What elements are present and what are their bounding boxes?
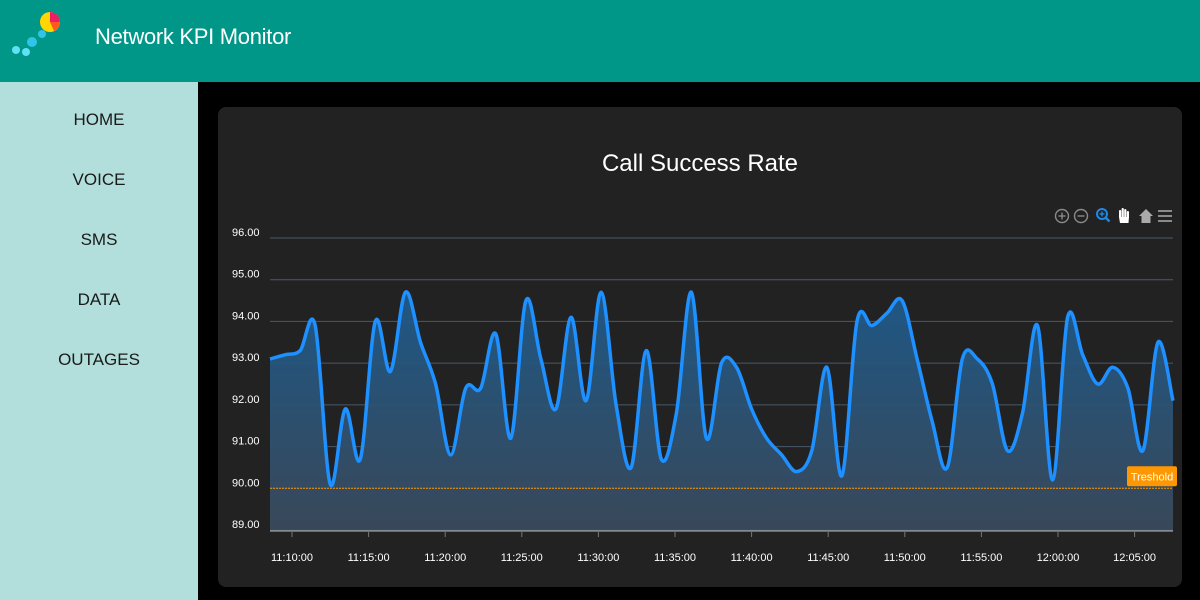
threshold-layer: Treshold [270, 466, 1177, 489]
x-tick-label: 11:10:00 [271, 552, 313, 564]
pan-hand-icon[interactable] [1119, 208, 1129, 223]
app-logo-icon [12, 12, 60, 56]
x-tick-label: 11:50:00 [884, 552, 926, 564]
x-axis: 11:10:00 11:15:00 11:20:00 11:25:00 11:30:00… [270, 530, 1173, 564]
threshold-label: Treshold [1131, 471, 1173, 483]
chart-panel: Call Success Rate [218, 107, 1182, 587]
x-tick-label: 11:15:00 [348, 552, 390, 564]
y-tick-label: 96.00 [232, 227, 260, 239]
nav-outages[interactable]: OUTAGES [58, 350, 140, 369]
y-tick-label: 93.00 [232, 352, 260, 364]
header-bar: Network KPI Monitor [0, 0, 1200, 82]
x-tick-label: 11:20:00 [424, 552, 466, 564]
zoom-in-icon[interactable] [1054, 208, 1070, 224]
x-tick-label: 11:55:00 [960, 552, 1002, 564]
threshold-label-box [1127, 466, 1177, 487]
x-tick-label: 11:45:00 [807, 552, 849, 564]
x-tick-label: 11:35:00 [654, 552, 696, 564]
nav-home[interactable]: HOME [73, 110, 125, 129]
y-tick-label: 91.00 [232, 436, 260, 448]
y-tick-label: 94.00 [232, 310, 260, 322]
y-tick-label: 92.00 [232, 394, 260, 406]
zoom-out-icon[interactable] [1073, 208, 1089, 224]
chart-title: Call Success Rate [602, 150, 798, 177]
nav-sms[interactable]: SMS [80, 230, 118, 249]
x-tick-label: 12:00:00 [1037, 552, 1080, 564]
menu-icon[interactable] [1158, 210, 1172, 222]
chart-toolbar [1054, 208, 1172, 224]
nav-voice[interactable]: VOICE [72, 170, 126, 189]
x-tick-label: 11:40:00 [731, 552, 773, 564]
x-tick-label: 12:05:00 [1113, 552, 1156, 564]
series-layer [269, 290, 1175, 530]
y-tick-label: 90.00 [232, 477, 260, 489]
x-tick-label: 11:25:00 [501, 552, 543, 564]
call-success-rate-chart: Call Success Rate [232, 150, 1177, 564]
reset-home-icon[interactable] [1139, 209, 1153, 223]
y-tick-label: 95.00 [232, 269, 260, 281]
zoom-selection-icon[interactable] [1096, 208, 1111, 223]
y-tick-label: 89.00 [232, 519, 260, 531]
nav-data[interactable]: DATA [77, 290, 121, 309]
sidebar: HOME VOICE SMS DATA OUTAGES [0, 82, 198, 600]
series-area [270, 291, 1173, 530]
app-title: Network KPI Monitor [95, 24, 292, 49]
series-line[interactable] [269, 290, 1175, 488]
x-tick-label: 11:30:00 [577, 552, 619, 564]
